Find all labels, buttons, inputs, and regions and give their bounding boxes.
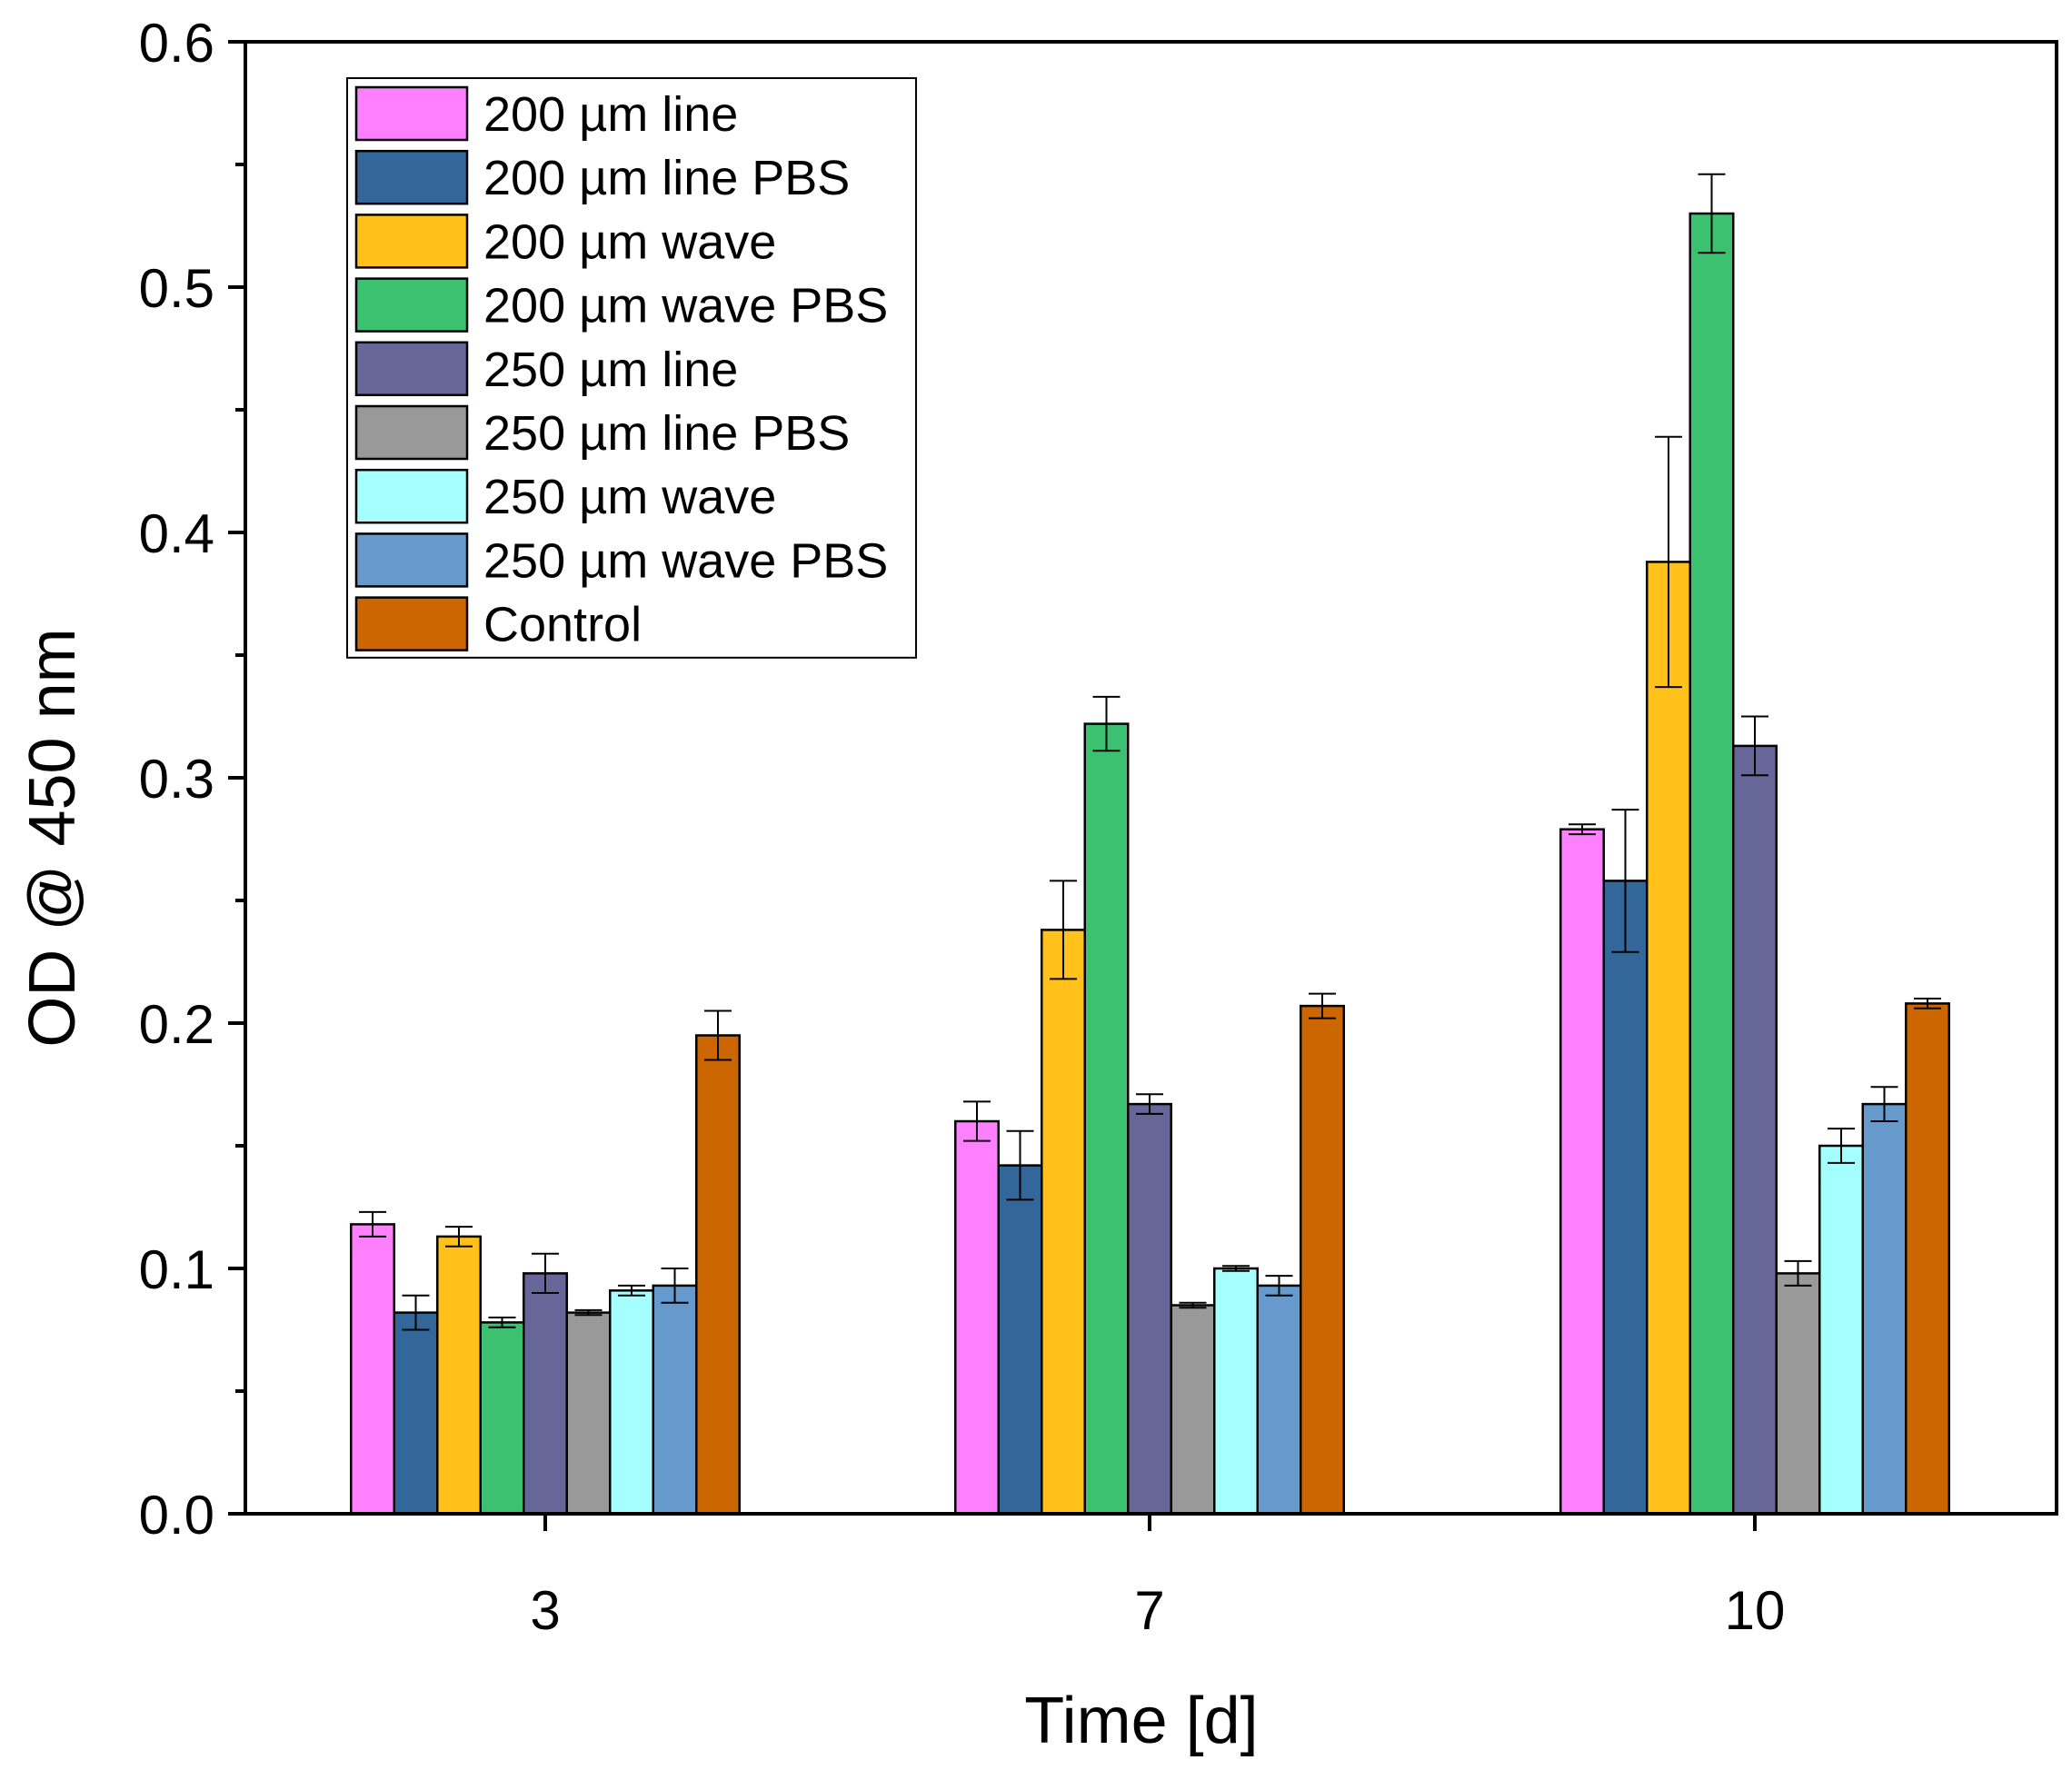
bar-200-m-wave-pbs-day-10 xyxy=(1688,212,1735,1516)
bar-250-m-wave-day-7 xyxy=(1213,1267,1259,1516)
bar-control-day-10 xyxy=(1905,1002,1950,1516)
error-bar-200-m-wave-pbs-day-10 xyxy=(1698,173,1726,254)
error-bar-250-m-wave-day-10 xyxy=(1828,1128,1855,1164)
legend-label: 250 µm wave PBS xyxy=(483,533,888,588)
error-bar-200-m-wave-pbs-day-3 xyxy=(488,1317,516,1328)
bar-250-m-wave-pbs-day-7 xyxy=(1256,1284,1302,1516)
error-bar-200-m-wave-day-10 xyxy=(1655,435,1682,689)
error-bar-250-m-line-pbs-day-3 xyxy=(574,1308,603,1317)
error-bar-200-m-wave-pbs-day-7 xyxy=(1092,695,1121,752)
legend-swatch xyxy=(354,341,469,397)
bar-250-m-line-day-3 xyxy=(523,1272,568,1516)
legend-swatch xyxy=(354,468,469,524)
legend-swatch xyxy=(354,214,469,269)
error-bar-250-m-wave-pbs-day-3 xyxy=(661,1268,689,1304)
legend-label: Control xyxy=(483,598,642,652)
error-bar-250-m-line-day-10 xyxy=(1741,715,1768,777)
bar-200-m-wave-pbs-day-3 xyxy=(479,1321,525,1516)
error-bar-250-m-wave-day-7 xyxy=(1222,1265,1250,1272)
error-bar-200-m-line-day-3 xyxy=(359,1210,386,1238)
y-tick-label: 0.6 xyxy=(139,13,214,74)
bar-200-m-line-pbs-day-3 xyxy=(393,1311,439,1516)
bar-250-m-line-pbs-day-10 xyxy=(1775,1272,1821,1516)
error-bar-200-m-line-day-10 xyxy=(1569,823,1596,836)
error-bar-control-day-3 xyxy=(704,1009,732,1061)
error-bar-250-m-line-day-7 xyxy=(1136,1093,1163,1115)
legend-entry-200-m-wave: 200 µm wave xyxy=(354,214,776,269)
x-axis-title: Time [d] xyxy=(1024,1685,1258,1757)
bar-200-m-line-pbs-day-7 xyxy=(997,1164,1043,1516)
legend-swatch xyxy=(354,85,469,142)
error-bars-layer xyxy=(359,173,1941,1331)
error-bar-200-m-wave-day-3 xyxy=(445,1226,473,1248)
error-bar-250-m-line-day-3 xyxy=(532,1252,559,1294)
legend-swatch xyxy=(354,532,469,588)
error-bar-200-m-line-pbs-day-7 xyxy=(1006,1129,1034,1201)
bar-250-m-wave-day-3 xyxy=(609,1289,654,1516)
legend-entry-250-m-wave-pbs: 250 µm wave PBS xyxy=(354,532,888,588)
legend-label: 250 µm line PBS xyxy=(483,406,850,461)
legend-entry-200-m-line-pbs: 200 µm line PBS xyxy=(354,149,850,205)
bar-200-m-wave-pbs-day-7 xyxy=(1083,722,1130,1516)
y-tick-label: 0.5 xyxy=(139,258,214,319)
error-bar-200-m-wave-day-7 xyxy=(1050,880,1077,980)
legend-swatch xyxy=(354,277,469,333)
error-bar-control-day-7 xyxy=(1309,992,1336,1019)
y-tick-label: 0.2 xyxy=(139,994,214,1055)
y-tick-label: 0.0 xyxy=(139,1485,214,1546)
legend-entry-200-m-wave-pbs: 200 µm wave PBS xyxy=(354,277,888,333)
error-bar-250-m-wave-day-3 xyxy=(618,1284,645,1297)
legend-label: 200 µm line PBS xyxy=(483,151,850,205)
legend-swatch xyxy=(354,404,469,461)
legend-label: 200 µm line xyxy=(483,87,738,142)
bar-250-m-line-day-7 xyxy=(1127,1102,1172,1516)
error-bar-200-m-line-pbs-day-10 xyxy=(1611,809,1639,953)
y-tick-label: 0.3 xyxy=(139,749,214,810)
error-bar-control-day-10 xyxy=(1914,998,1941,1009)
error-bar-200-m-line-pbs-day-3 xyxy=(402,1294,430,1331)
bar-control-day-3 xyxy=(695,1034,741,1516)
legend-label: 250 µm wave xyxy=(483,470,776,524)
legend-entry-250-m-line-pbs: 250 µm line PBS xyxy=(354,404,850,461)
error-bar-250-m-line-pbs-day-7 xyxy=(1179,1301,1207,1309)
error-bar-250-m-wave-pbs-day-10 xyxy=(1870,1086,1898,1122)
legend-swatch xyxy=(354,149,469,205)
legend-entry-200-m-line: 200 µm line xyxy=(354,85,738,142)
legend-entry-250-m-line: 250 µm line xyxy=(354,341,738,397)
bar-200-m-line-day-7 xyxy=(954,1119,1000,1516)
legend: 200 µm line 200 µm line PBS 200 µm wave 200… xyxy=(346,77,917,659)
axes-layer: 0.0 0.1 0.2 0.3 0.4 0.5 0.6 3 7 10 xyxy=(139,13,2058,1641)
legend-label: 200 µm wave xyxy=(483,214,776,269)
bar-control-day-7 xyxy=(1300,1004,1345,1516)
y-tick-label: 0.1 xyxy=(139,1239,214,1300)
bar-200-m-line-day-3 xyxy=(350,1223,395,1516)
bar-250-m-wave-pbs-day-10 xyxy=(1861,1102,1908,1516)
bar-200-m-line-pbs-day-10 xyxy=(1602,880,1649,1516)
bar-200-m-wave-day-7 xyxy=(1041,929,1086,1516)
error-bar-200-m-line-day-7 xyxy=(963,1100,991,1142)
bar-250-m-wave-pbs-day-3 xyxy=(652,1284,698,1516)
y-tick-label: 0.4 xyxy=(139,503,214,564)
legend-label: 250 µm line xyxy=(483,343,738,397)
bar-250-m-line-pbs-day-3 xyxy=(565,1311,612,1516)
bar-250-m-line-day-10 xyxy=(1732,744,1778,1516)
legend-entry-control: Control xyxy=(354,596,642,652)
x-tick-label: 10 xyxy=(1725,1580,1786,1641)
error-bar-250-m-line-pbs-day-10 xyxy=(1784,1259,1812,1287)
legend-swatch xyxy=(354,596,469,651)
legend-entry-250-m-wave: 250 µm wave xyxy=(354,468,776,524)
legend-label: 200 µm wave PBS xyxy=(483,279,888,333)
x-tick-label: 7 xyxy=(1134,1580,1164,1641)
bar-250-m-line-pbs-day-7 xyxy=(1170,1304,1216,1516)
y-axis-title: OD @ 450 nm xyxy=(16,628,89,1047)
bar-200-m-wave-day-10 xyxy=(1646,561,1691,1516)
bar-200-m-line-day-10 xyxy=(1559,828,1605,1516)
bar-250-m-wave-day-10 xyxy=(1818,1144,1864,1516)
bar-200-m-wave-day-3 xyxy=(436,1235,482,1516)
error-bar-250-m-wave-pbs-day-7 xyxy=(1265,1275,1293,1297)
x-tick-label: 3 xyxy=(530,1580,560,1641)
bars-layer xyxy=(350,212,1950,1516)
